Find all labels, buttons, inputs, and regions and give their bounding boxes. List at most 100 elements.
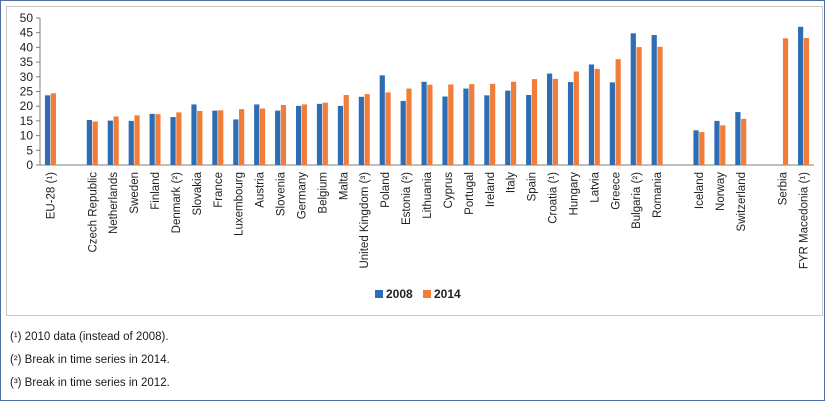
legend-swatch-2014 <box>423 290 431 298</box>
x-tick-label: Switzerland <box>736 172 748 231</box>
x-tick-label: Spain <box>527 172 539 201</box>
bar-2008 <box>651 35 657 165</box>
y-tick-label: 30 <box>20 70 34 84</box>
bar-2008 <box>170 117 176 165</box>
x-tick-label: Czech Republic <box>87 172 99 253</box>
x-tick-label: Lithuania <box>422 171 434 218</box>
x-tick-label: Ireland <box>485 172 497 207</box>
bar-2008 <box>526 95 532 165</box>
bar-2014 <box>301 104 307 165</box>
bar-2014 <box>176 112 182 165</box>
bar-2014 <box>343 95 349 165</box>
bar-2008 <box>484 95 490 165</box>
x-tick-label: Hungary <box>568 172 580 216</box>
bar-2014 <box>573 71 579 165</box>
bar-2014 <box>803 37 810 165</box>
bar-2008 <box>547 73 553 165</box>
x-tick-label: Serbia <box>778 171 790 205</box>
bar-2008 <box>505 90 511 165</box>
bar-2008 <box>149 113 155 165</box>
bar-2008 <box>316 103 323 165</box>
bar-2008 <box>107 120 113 165</box>
x-tick-label: Iceland <box>694 172 706 209</box>
bar-2014 <box>490 83 496 165</box>
x-tick-label: Malta <box>338 171 350 200</box>
bar-2014 <box>615 59 621 165</box>
x-tick-label: Netherlands <box>108 172 120 234</box>
bar-2008 <box>798 26 804 165</box>
bar-2008 <box>191 104 197 165</box>
bar-2008 <box>463 88 469 165</box>
bar-2008 <box>421 81 427 165</box>
x-tick-label: Slovakia <box>192 171 204 215</box>
bar-2014 <box>385 92 391 165</box>
x-tick-label: Latvia <box>589 171 601 202</box>
y-tick-label: 10 <box>20 129 34 143</box>
bar-2008 <box>714 120 720 165</box>
bar-2008 <box>735 112 741 165</box>
footnote-2: (²) Break in time series in 2014. <box>10 354 170 366</box>
bar-2008 <box>588 64 595 165</box>
bar-2014 <box>448 84 454 165</box>
bar-2008 <box>693 130 699 165</box>
y-tick-label: 35 <box>20 55 34 69</box>
bar-2008 <box>630 33 636 166</box>
bar-2014 <box>552 78 559 165</box>
bar-2008 <box>233 119 239 165</box>
bar-2014 <box>657 46 663 166</box>
bar-2008 <box>358 96 364 165</box>
bar-2014 <box>531 79 538 165</box>
footnote-3: (³) Break in time series in 2012. <box>10 377 170 389</box>
bar-2014 <box>510 81 517 165</box>
x-tick-label: Sweden <box>129 172 141 214</box>
bar-2008 <box>379 75 385 165</box>
bar-2014 <box>636 47 642 165</box>
bar-2008 <box>128 120 134 165</box>
bar-2014 <box>92 121 98 165</box>
bar-2008 <box>337 105 344 165</box>
x-tick-label: Romania <box>652 171 664 218</box>
x-tick-label: EU-28 (¹) <box>45 172 57 219</box>
x-tick-label: Poland <box>380 172 392 208</box>
bar-2014 <box>699 132 705 165</box>
bar-2014 <box>239 109 245 165</box>
x-tick-label: France <box>213 172 225 208</box>
bar-2014 <box>322 102 328 165</box>
x-tick-label: Croatia (¹) <box>548 172 560 224</box>
x-tick-label: Austria <box>255 171 267 207</box>
x-tick-label: Belgium <box>317 172 329 214</box>
bar-2008 <box>567 82 574 165</box>
chart-area: 0 5 10 15 20 25 30 35 40 45 50 EU-28 (¹) Czech Repub… <box>1 1 826 316</box>
x-tick-label: Denmark (²) <box>171 172 183 234</box>
bar-2014 <box>741 118 747 165</box>
bar-2008 <box>442 96 448 165</box>
y-tick-label: 0 <box>26 158 33 172</box>
x-tick-label: Norway <box>715 172 727 211</box>
x-tick-label: Bulgaria (²) <box>631 172 643 229</box>
bar-2014 <box>218 110 224 165</box>
y-tick-label: 25 <box>20 85 34 99</box>
bar-2008 <box>275 110 281 165</box>
bar-2014 <box>134 115 140 165</box>
bar-2014 <box>259 108 266 165</box>
bar-2014 <box>782 38 789 166</box>
bar-2014 <box>594 68 600 165</box>
bar-2014 <box>197 110 203 165</box>
bar-2014 <box>720 125 726 165</box>
x-tick-label: Cyprus <box>443 172 455 209</box>
x-tick-label: Estonia (²) <box>401 172 413 225</box>
x-tick-label: Italy <box>506 172 518 193</box>
bar-2014 <box>113 116 119 165</box>
y-tick-label: 40 <box>20 40 34 54</box>
y-tick-label: 5 <box>26 143 33 157</box>
x-tick-label: Slovenia <box>276 171 288 216</box>
x-tick-label: FYR Macedonia (¹) <box>799 172 811 269</box>
bar-2008 <box>254 104 260 165</box>
bar-2008 <box>86 120 92 165</box>
bar-2014 <box>280 105 287 165</box>
bar-2014 <box>469 84 475 165</box>
bar-2014 <box>364 94 370 165</box>
bar-2008 <box>44 95 51 165</box>
